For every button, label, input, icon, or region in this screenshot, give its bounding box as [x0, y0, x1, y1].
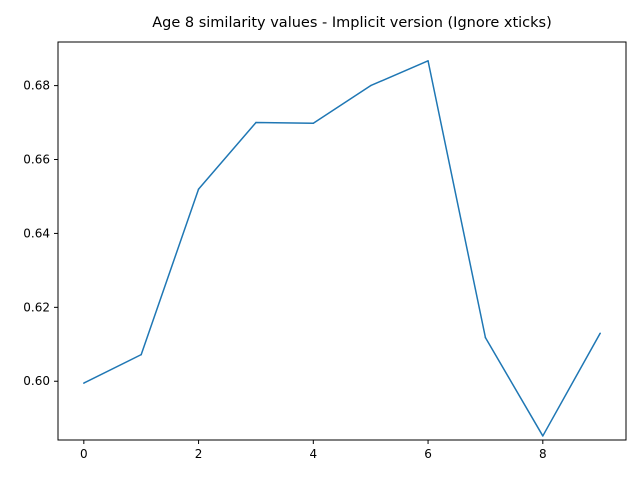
data-point [599, 332, 601, 334]
y-tick-label: 0.60 [23, 374, 50, 388]
y-tick-label: 0.62 [23, 300, 50, 314]
data-point [312, 122, 315, 125]
x-tick-label: 2 [195, 447, 203, 461]
data-point [369, 84, 372, 87]
axes-frame [57, 41, 627, 441]
data-point [140, 353, 142, 356]
y-tick-label: 0.66 [23, 153, 50, 167]
chart-title: Age 8 similarity values - Implicit versi… [152, 15, 552, 31]
x-tick-label: 8 [539, 447, 547, 461]
x-tick-label: 6 [424, 447, 432, 461]
y-tick-label: 0.64 [23, 226, 50, 240]
x-tick-label: 4 [309, 447, 317, 461]
x-tick-label: 0 [80, 447, 88, 461]
data-point [427, 60, 429, 62]
data-point [255, 121, 257, 124]
data-point [542, 435, 544, 437]
data-point [484, 336, 487, 339]
plot-area: 0 2 4 6 8 0.60 0.62 0.64 0.66 0.68 [23, 41, 627, 461]
series-line [83, 60, 601, 437]
y-tick-label: 0.68 [23, 79, 50, 93]
data-point [83, 382, 85, 384]
data-point [197, 188, 200, 190]
